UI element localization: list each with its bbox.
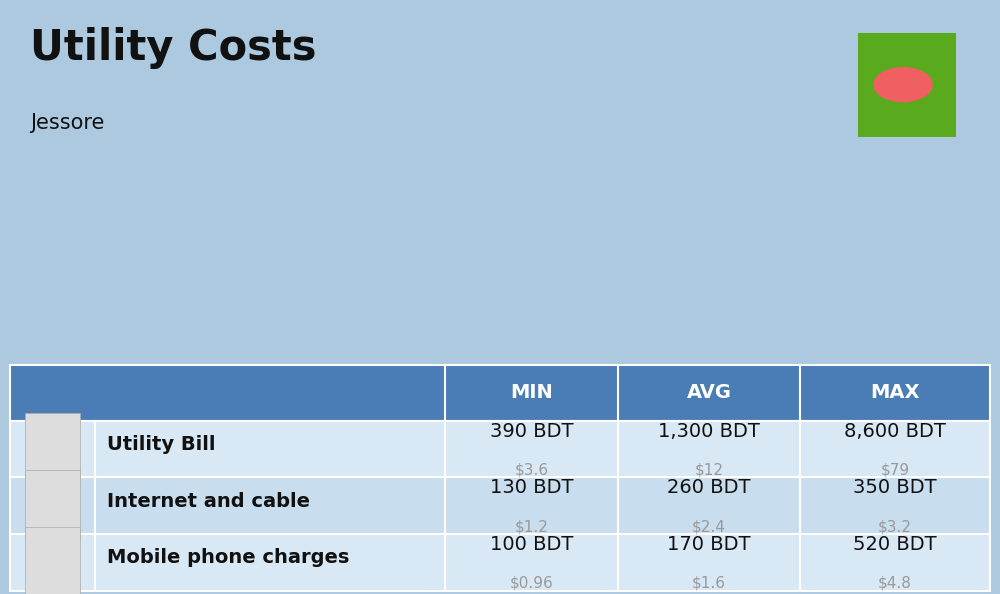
Text: 8,600 BDT: 8,600 BDT [844,422,946,441]
Text: $3.2: $3.2 [878,519,912,534]
Text: $0.96: $0.96 [510,576,553,591]
Ellipse shape [873,67,933,102]
Text: MAX: MAX [870,384,920,402]
Text: 260 BDT: 260 BDT [667,479,751,497]
Text: 100 BDT: 100 BDT [490,535,573,554]
Text: 170 BDT: 170 BDT [667,535,751,554]
Text: Internet and cable: Internet and cable [107,492,310,510]
Text: MIN: MIN [510,384,553,402]
Text: 130 BDT: 130 BDT [490,479,573,497]
FancyBboxPatch shape [25,413,80,485]
Text: 390 BDT: 390 BDT [490,422,573,441]
Text: $1.6: $1.6 [692,576,726,591]
Text: $3.6: $3.6 [514,462,549,477]
Text: Utility Costs: Utility Costs [30,27,316,69]
FancyBboxPatch shape [25,470,80,542]
Text: $1.2: $1.2 [515,519,548,534]
Text: $12: $12 [695,462,724,477]
Text: AVG: AVG [687,384,732,402]
FancyBboxPatch shape [10,421,990,478]
FancyBboxPatch shape [858,33,956,137]
Text: 350 BDT: 350 BDT [853,479,937,497]
Text: $4.8: $4.8 [878,576,912,591]
Text: $79: $79 [880,462,910,477]
Text: Mobile phone charges: Mobile phone charges [107,548,349,567]
FancyBboxPatch shape [10,534,990,591]
Text: $2.4: $2.4 [692,519,726,534]
FancyBboxPatch shape [10,365,990,421]
FancyBboxPatch shape [10,478,990,534]
FancyBboxPatch shape [25,527,80,594]
Text: Utility Bill: Utility Bill [107,435,216,454]
Text: 1,300 BDT: 1,300 BDT [658,422,760,441]
Text: Jessore: Jessore [30,113,104,133]
Text: 520 BDT: 520 BDT [853,535,937,554]
